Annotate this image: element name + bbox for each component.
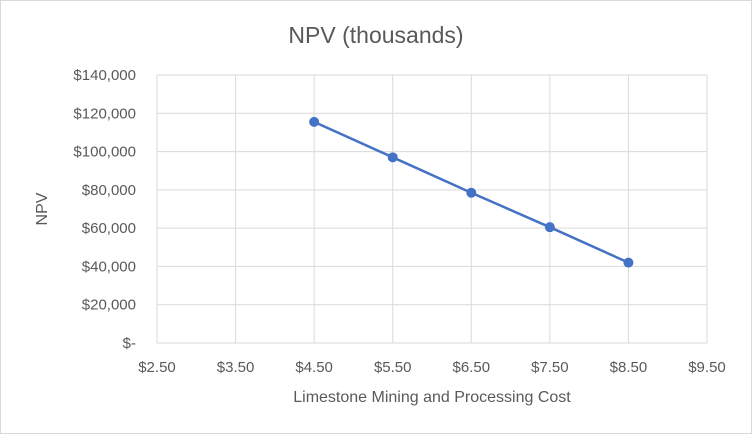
y-tick-label: $140,000 (73, 67, 136, 84)
data-point[interactable] (544, 222, 555, 233)
x-tick-label: $7.50 (531, 359, 569, 376)
x-tick-label: $6.50 (453, 359, 491, 376)
x-tick-label: $9.50 (688, 359, 726, 376)
x-tick-label: $5.50 (374, 359, 412, 376)
x-tick-label: $3.50 (217, 359, 255, 376)
y-tick-label: $40,000 (82, 258, 136, 275)
x-tick-label: $8.50 (610, 359, 648, 376)
y-tick-label: $80,000 (82, 182, 136, 199)
x-axis-title: Limestone Mining and Processing Cost (293, 389, 571, 406)
data-point[interactable] (309, 116, 320, 127)
y-tick-label: $- (123, 335, 136, 352)
y-axis-tick-labels: $- $20,000 $40,000 $60,000 $80,000 $100,000 $1… (73, 67, 136, 352)
series-layer (309, 116, 634, 268)
y-tick-label: $20,000 (82, 297, 136, 314)
x-axis-tick-labels: $2.50 $3.50 $4.50 $5.50 $6.50 $7.50 $8.50 $9.50 (138, 359, 726, 376)
horizontal-gridlines (157, 74, 707, 344)
y-axis-title: NPV (34, 192, 51, 225)
x-tick-label: $2.50 (138, 359, 176, 376)
x-tick-label: $4.50 (295, 359, 333, 376)
data-point[interactable] (387, 152, 398, 163)
y-tick-label: $100,000 (73, 144, 136, 161)
chart-title: NPV (thousands) (288, 22, 463, 48)
data-point[interactable] (466, 187, 477, 198)
y-tick-label: $120,000 (73, 105, 136, 122)
data-point[interactable] (623, 257, 634, 268)
vertical-gridlines (156, 75, 708, 343)
y-tick-label: $60,000 (82, 220, 136, 237)
